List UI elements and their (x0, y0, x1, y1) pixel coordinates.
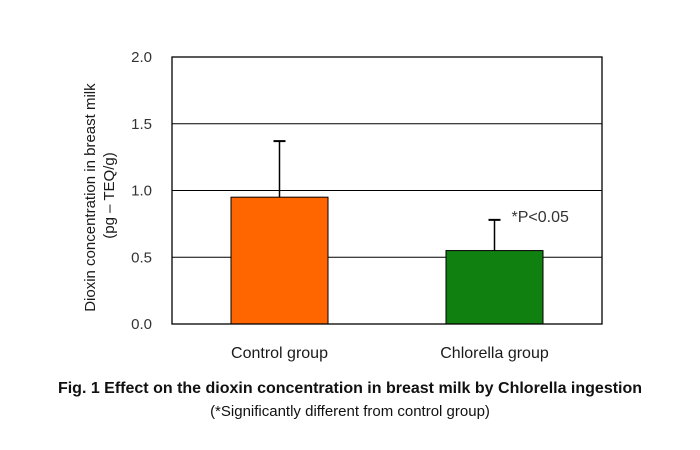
bar-1 (230, 196, 329, 325)
plot-area-frame (171, 56, 603, 325)
bars (230, 196, 544, 325)
y-axis-label-line-2: (pg – TEQ/g) (101, 152, 118, 238)
y-tick-label-1: 0.5 (131, 249, 152, 266)
bar-2 (445, 250, 544, 325)
y-tick-label-0: 0.0 (131, 316, 152, 333)
y-axis-label: Dioxin concentration in breast milk (pg … (82, 79, 118, 312)
y-tick-label-2: 1.0 (131, 183, 152, 200)
x-category-label-1: Control group (231, 345, 328, 362)
figure-caption: Fig. 1 Effect on the dioxin concentratio… (57, 380, 643, 397)
figure-caption-note: (*Significantly different from control g… (210, 403, 490, 420)
x-axis-categories: Control group Chlorella group (231, 345, 549, 362)
significance-annotation: *P<0.05 (512, 209, 569, 226)
y-axis-label-line-1: Dioxin concentration in breast milk (82, 83, 99, 312)
x-category-label-2: Chlorella group (440, 345, 549, 362)
error-bars (273, 140, 501, 251)
y-tick-label-3: 1.5 (131, 116, 152, 133)
y-axis-ticks: 0.0 0.5 1.0 1.5 2.0 (131, 49, 152, 333)
y-tick-label-4: 2.0 (131, 49, 152, 66)
